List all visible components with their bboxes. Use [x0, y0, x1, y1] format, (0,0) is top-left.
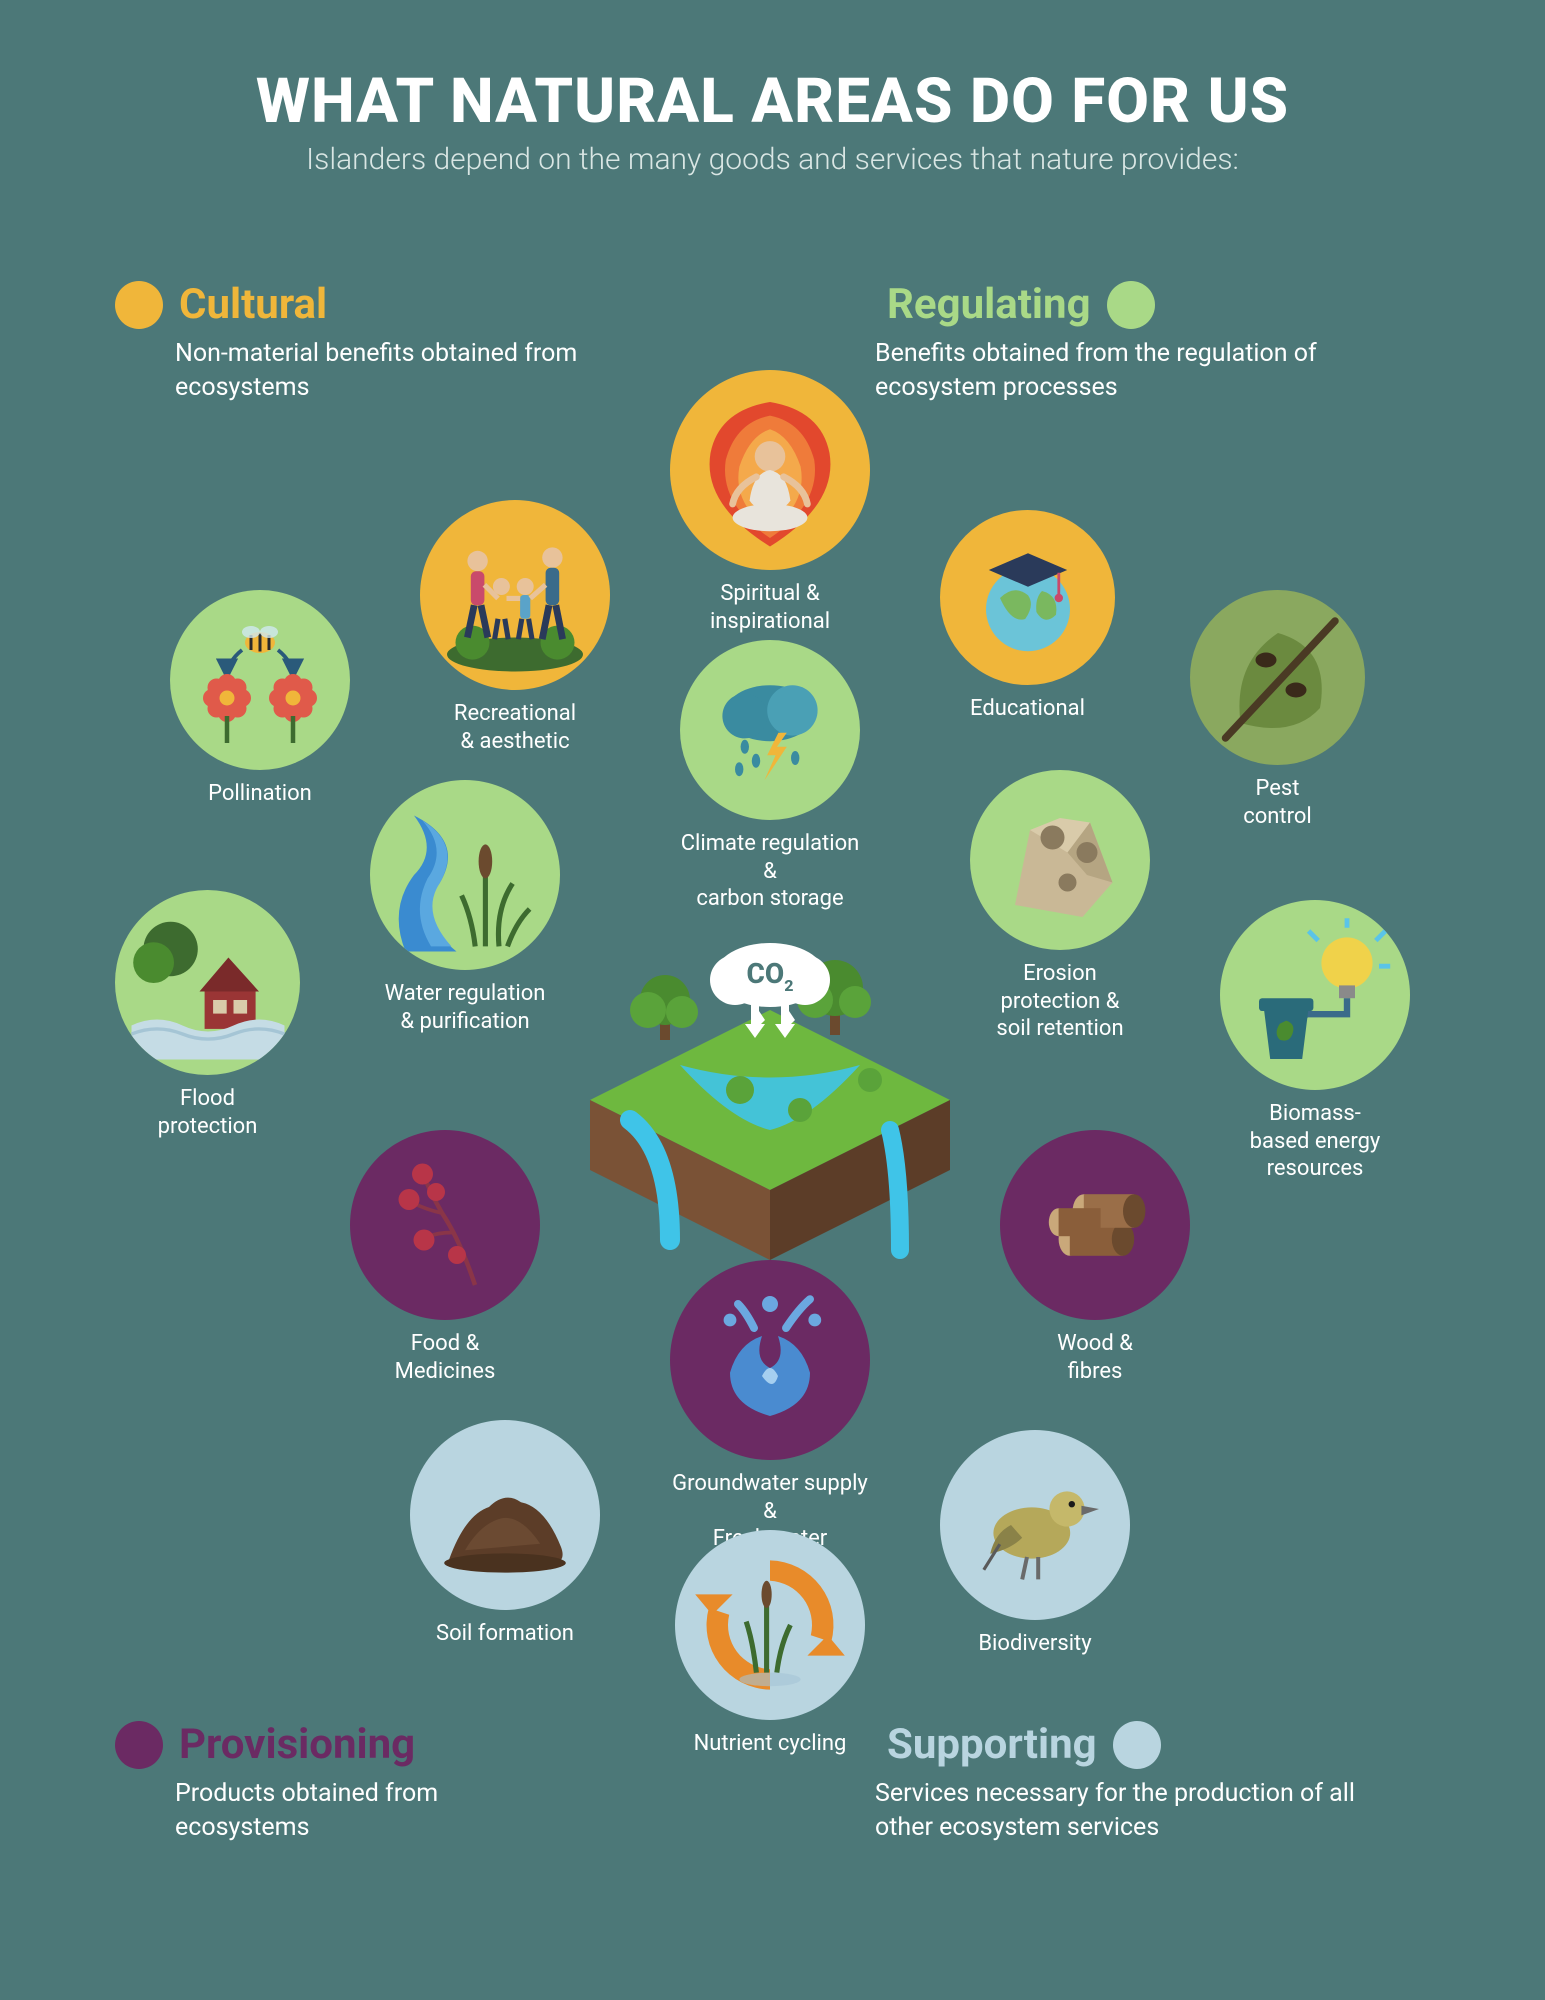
storm-cloud-icon: [700, 660, 840, 800]
island-icon: CO2: [530, 920, 1010, 1280]
supporting-desc: Services necessary for the production of…: [875, 1777, 1355, 1845]
category-supporting: Supporting Services necessary for the pr…: [875, 1720, 1375, 1845]
node-biomass: Biomass-based energyresources: [1220, 900, 1410, 1183]
node-biodiversity: Biodiversity: [940, 1430, 1130, 1658]
biodiversity-circle: [940, 1430, 1130, 1620]
stream-reeds-icon: [380, 790, 550, 960]
educational-circle: [940, 510, 1115, 685]
node-wood: Wood &fibres: [1000, 1130, 1190, 1385]
page-subtitle: Islanders depend on the many goods and s…: [0, 142, 1545, 177]
page-title: WHAT NATURAL AREAS DO FOR US: [0, 65, 1545, 138]
pest-label: Pestcontrol: [1190, 775, 1365, 830]
cultural-desc: Non-material benefits obtained from ecos…: [175, 337, 595, 405]
grad-globe-icon: [958, 528, 1098, 668]
provisioning-name: Provisioning: [179, 1720, 415, 1769]
nutrient-label: Nutrient cycling: [675, 1730, 865, 1758]
regulating-name: Regulating: [887, 280, 1091, 329]
soil-label: Soil formation: [410, 1620, 600, 1648]
node-spiritual: Spiritual &inspirational: [670, 370, 870, 635]
pollination-circle: [170, 590, 350, 770]
leaf-bugs-icon: [1203, 603, 1353, 753]
bird-icon: [955, 1445, 1115, 1605]
erosion-label: Erosionprotection &soil retention: [970, 960, 1150, 1043]
category-cultural: Cultural Non-material benefits obtained …: [115, 280, 615, 405]
recreational-label: Recreational& aesthetic: [420, 700, 610, 755]
biomass-circle: [1220, 900, 1410, 1090]
supporting-dot-icon: [1113, 1721, 1161, 1769]
node-flood: Floodprotection: [115, 890, 300, 1140]
cycle-plant-icon: [685, 1540, 855, 1710]
cultural-name: Cultural: [179, 280, 327, 329]
node-nutrient: Nutrient cycling: [675, 1530, 865, 1758]
pollination-label: Pollination: [170, 780, 350, 808]
supporting-name: Supporting: [887, 1720, 1097, 1769]
node-water-reg: Water regulation& purification: [370, 780, 560, 1035]
node-pest: Pestcontrol: [1190, 590, 1365, 830]
climate-circle: [680, 640, 860, 820]
dirt-pile-icon: [425, 1435, 585, 1595]
berries-icon: [370, 1150, 520, 1300]
biodiversity-label: Biodiversity: [940, 1630, 1130, 1658]
water-reg-circle: [370, 780, 560, 970]
bee-flowers-icon: [185, 605, 335, 755]
regulating-desc: Benefits obtained from the regulation of…: [875, 337, 1355, 405]
rocks-icon: [985, 785, 1135, 935]
center-island-illustration: CO2: [530, 920, 1010, 1280]
climate-label: Climate regulation &carbon storage: [680, 830, 860, 913]
provisioning-desc: Products obtained from ecosystems: [175, 1777, 575, 1845]
node-pollination: Pollination: [170, 590, 350, 808]
pest-circle: [1190, 590, 1365, 765]
recreational-circle: [420, 500, 610, 690]
biomass-label: Biomass-based energyresources: [1220, 1100, 1410, 1183]
spiritual-label: Spiritual &inspirational: [670, 580, 870, 635]
family-walk-icon: [430, 510, 600, 680]
groundwater-circle: [670, 1260, 870, 1460]
node-groundwater: Groundwater supply &Fresh water: [670, 1260, 870, 1553]
soil-circle: [410, 1420, 600, 1610]
category-provisioning: Provisioning Products obtained from ecos…: [115, 1720, 615, 1845]
node-food-med: Food &Medicines: [350, 1130, 540, 1385]
category-regulating: Regulating Benefits obtained from the re…: [875, 280, 1375, 405]
node-soil: Soil formation: [410, 1420, 600, 1648]
nutrient-circle: [675, 1530, 865, 1720]
regulating-dot-icon: [1107, 281, 1155, 329]
provisioning-dot-icon: [115, 1721, 163, 1769]
node-educational: Educational: [940, 510, 1115, 723]
logs-icon: [1025, 1155, 1165, 1295]
bin-bulb-icon: [1235, 915, 1395, 1075]
flood-circle: [115, 890, 300, 1075]
food-med-circle: [350, 1130, 540, 1320]
wood-label: Wood &fibres: [1000, 1330, 1190, 1385]
co2-sub: 2: [784, 976, 793, 995]
educational-label: Educational: [940, 695, 1115, 723]
house-flood-icon: [123, 898, 293, 1068]
wood-circle: [1000, 1130, 1190, 1320]
co2-label: CO: [747, 957, 785, 990]
cultural-dot-icon: [115, 281, 163, 329]
erosion-circle: [970, 770, 1150, 950]
flood-label: Floodprotection: [115, 1085, 300, 1140]
water-reg-label: Water regulation& purification: [370, 980, 560, 1035]
node-recreational: Recreational& aesthetic: [420, 500, 610, 755]
spiritual-circle: [670, 370, 870, 570]
water-splash-icon: [690, 1280, 850, 1440]
header: WHAT NATURAL AREAS DO FOR US Islanders d…: [0, 0, 1545, 177]
node-erosion: Erosionprotection &soil retention: [970, 770, 1150, 1043]
node-climate: Climate regulation &carbon storage: [680, 640, 860, 913]
food-med-label: Food &Medicines: [350, 1330, 540, 1385]
meditation-icon: [685, 385, 855, 555]
